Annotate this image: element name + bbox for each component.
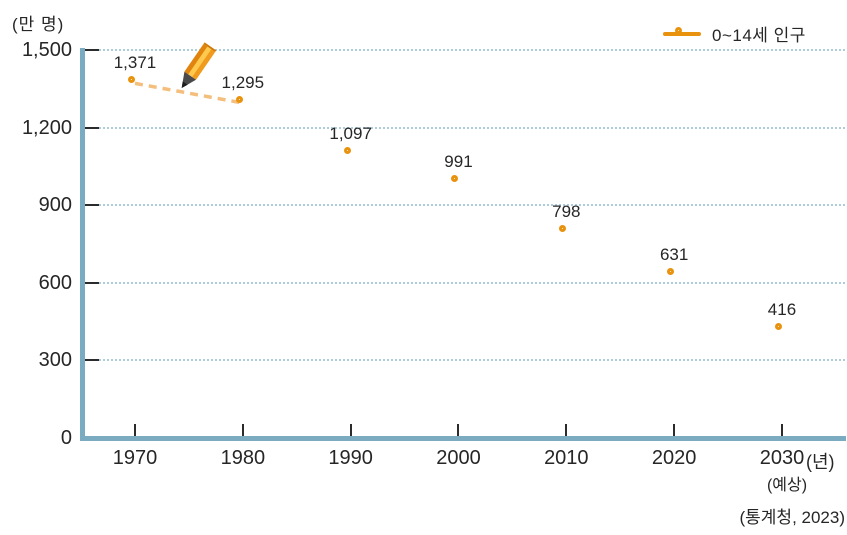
x-axis-line: [80, 436, 846, 441]
legend: 0~14세 인구: [663, 21, 806, 46]
data-point-label: 798: [552, 201, 581, 221]
x-tick-2030: [780, 424, 783, 436]
data-point-label: 1,371: [113, 53, 157, 73]
data-point-label: 631: [659, 244, 689, 264]
data-point-1990: [343, 147, 351, 155]
data-point-2010: [559, 224, 567, 232]
data-point-label: 1,097: [329, 124, 372, 144]
y-tick-label: 300: [38, 349, 72, 372]
gridline-1500: [86, 49, 845, 51]
x-tick-1970: [134, 424, 136, 436]
y-axis-line: [80, 48, 85, 441]
x-tick-2020: [673, 424, 676, 436]
x-axis-forecast-note: (예상): [766, 477, 808, 494]
x-tick-2000: [457, 424, 460, 436]
gridline-900: [86, 204, 845, 207]
x-tick-label: 1980: [220, 447, 266, 469]
legend-marker-icon: [663, 26, 701, 41]
data-point-1970: [128, 76, 135, 84]
y-tick-label: 1,500: [21, 39, 72, 61]
x-tick-1980: [241, 424, 244, 436]
y-tick-1200: [85, 126, 99, 129]
source-citation: (통계청, 2023): [739, 508, 845, 527]
x-axis-unit-label: (년): [806, 452, 835, 472]
y-tick-600: [85, 281, 99, 284]
y-tick-label: 0: [60, 427, 72, 449]
x-tick-1990: [349, 424, 352, 436]
y-tick-900: [85, 204, 99, 207]
y-tick-1500: [85, 49, 99, 51]
x-tick-label: 1990: [328, 447, 373, 469]
legend-line: [663, 31, 701, 36]
data-point-2000: [451, 174, 459, 182]
y-tick-label: 900: [38, 194, 72, 217]
x-tick-label: 2000: [436, 447, 481, 469]
data-point-2030: [774, 323, 782, 331]
y-tick-300: [85, 359, 99, 362]
data-point-1980: [235, 96, 243, 104]
gridline-300: [86, 359, 845, 362]
gridline-600: [86, 281, 845, 284]
x-tick-label: 1970: [112, 447, 158, 469]
x-tick-label: 2010: [544, 447, 589, 469]
gridline-1200: [86, 126, 845, 129]
y-axis-unit-label: (만 명): [12, 15, 65, 34]
data-point-label: 991: [444, 151, 473, 171]
pencil-icon: [181, 42, 217, 88]
y-tick-label: 600: [38, 271, 72, 294]
legend-label: 0~14세 인구: [712, 26, 806, 45]
data-point-2020: [667, 267, 675, 275]
x-tick-2010: [565, 424, 568, 436]
x-tick-label: 2030: [759, 447, 805, 469]
legend-circle: [675, 26, 682, 34]
x-tick-label: 2020: [651, 447, 697, 469]
y-tick-label: 1,200: [21, 116, 72, 139]
data-point-label: 416: [767, 300, 797, 320]
